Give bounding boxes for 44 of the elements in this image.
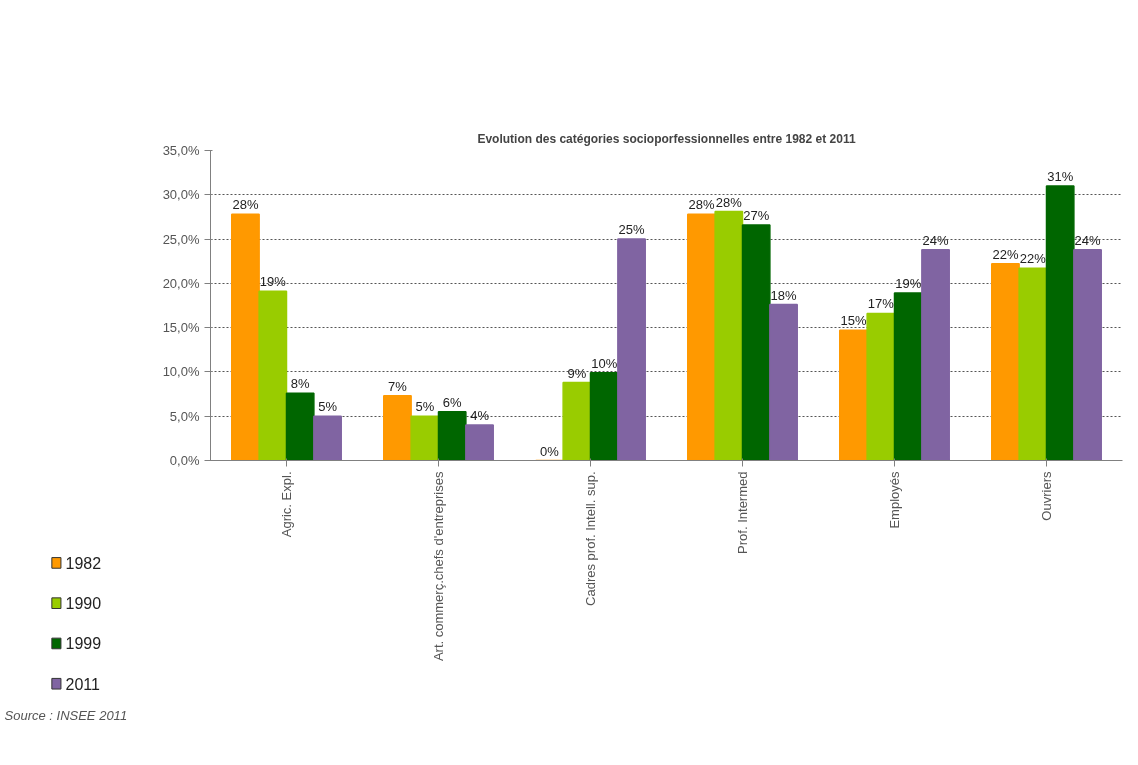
legend-label: 1990 <box>65 595 102 613</box>
data-label: 8% <box>290 376 311 392</box>
legend-label: 1982 <box>65 554 102 572</box>
data-label: 19% <box>895 276 922 292</box>
data-label: 4% <box>470 408 490 424</box>
data-label: 9% <box>567 365 587 381</box>
data-label: 18% <box>770 287 797 303</box>
data-label: 25% <box>618 222 645 238</box>
legend-label: 2011 <box>65 675 101 693</box>
data-label: 17% <box>867 296 895 312</box>
y-tick-label: 35,0% <box>162 143 200 158</box>
x-tick-label: Art. commerç.chefs d'entreprises <box>431 471 446 662</box>
x-tick-label: Employés <box>887 471 902 529</box>
data-label: 22% <box>1019 251 1047 267</box>
x-tick-label: Prof. Intermed <box>735 471 750 554</box>
data-label: 7% <box>388 378 408 394</box>
data-label: 6% <box>442 394 463 410</box>
data-label: 27% <box>743 207 770 223</box>
data-label: 28% <box>688 197 715 213</box>
data-label: 22% <box>992 246 1019 262</box>
data-label: 19% <box>259 274 287 290</box>
data-label: 28% <box>715 194 743 210</box>
source-note: Source : INSEE 2011 <box>4 707 128 723</box>
data-label: 31% <box>1047 168 1074 184</box>
data-label: 5% <box>318 399 338 415</box>
y-tick-label: 30,0% <box>162 187 200 203</box>
y-tick-label: 15,0% <box>162 320 200 336</box>
y-tick-label: 10,0% <box>162 364 200 380</box>
x-tick-label: Cadres prof. Intell. sup. <box>583 471 598 606</box>
chart-title: Evolution des catégories socioporfessionnelles entre 1982 et 2011 <box>477 131 856 146</box>
data-label: 10% <box>591 355 618 371</box>
data-label: 28% <box>232 197 259 213</box>
data-label: 15% <box>840 313 867 329</box>
y-tick-label: 0,0% <box>169 453 200 468</box>
y-tick-label: 20,0% <box>162 275 200 291</box>
y-tick-label: 5,0% <box>169 408 200 424</box>
x-tick-label: Ouvriers <box>1039 471 1054 521</box>
data-label: 24% <box>1074 232 1101 248</box>
data-label: 0% <box>540 443 560 459</box>
data-label: 5% <box>415 399 435 415</box>
data-label: 24% <box>922 232 949 248</box>
x-tick-label: Agric. Expl. <box>279 471 294 538</box>
y-tick-label: 25,0% <box>162 231 200 247</box>
legend-label: 1999 <box>65 635 102 653</box>
